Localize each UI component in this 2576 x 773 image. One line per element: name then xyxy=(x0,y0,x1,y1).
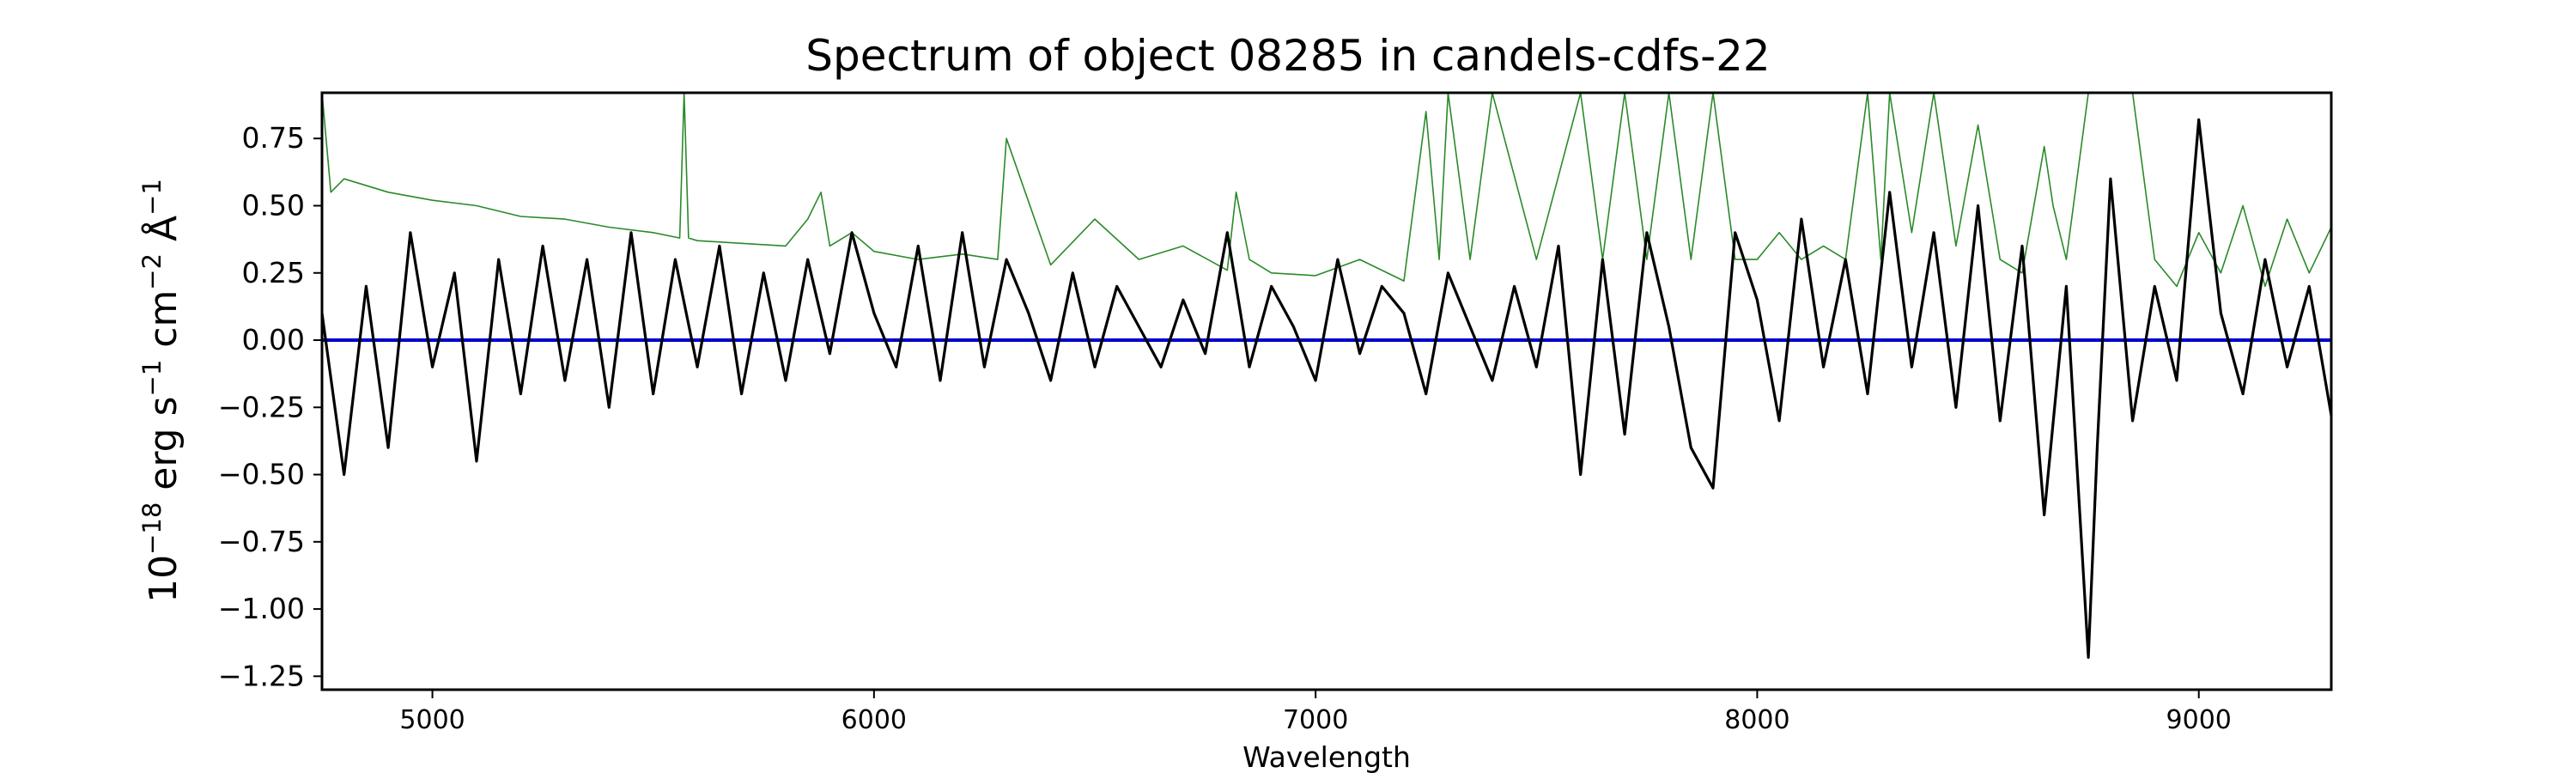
y-tick-label: −1.25 xyxy=(218,659,305,692)
y-tick-label: 0.50 xyxy=(242,188,305,222)
flux-series xyxy=(322,118,2331,660)
y-tick-label: 0.00 xyxy=(242,323,305,356)
x-tick-label: 5000 xyxy=(399,705,465,735)
y-tick-label: −0.25 xyxy=(218,390,305,423)
y-tick-label: −1.00 xyxy=(218,592,305,625)
error-line xyxy=(322,93,2331,288)
y-tick-label: 0.25 xyxy=(242,256,305,289)
x-tick-label: 9000 xyxy=(2166,705,2232,735)
y-tick-label: −0.75 xyxy=(218,525,305,558)
flux-line xyxy=(322,118,2331,660)
x-tick-label: 7000 xyxy=(1283,705,1348,735)
error-series xyxy=(322,93,2331,288)
y-tick-label: −0.50 xyxy=(218,458,305,491)
x-axis: 5000 6000 7000 8000 9000 xyxy=(399,690,2232,735)
y-axis-label: 10−18 erg s−1 cm−2 Å−1 xyxy=(137,179,185,603)
y-axis: 0.75 0.50 0.25 0.00 −0.25 −0.50 −0.75 −1.00 −1.2… xyxy=(218,121,322,692)
x-axis-label: Wavelength xyxy=(1242,740,1411,773)
y-tick-label: 0.75 xyxy=(242,121,305,155)
chart-title: Spectrum of object 08285 in candels-cdfs… xyxy=(805,31,1771,81)
x-tick-label: 8000 xyxy=(1724,705,1789,735)
plot-frame xyxy=(320,91,2333,691)
x-tick-label: 6000 xyxy=(841,705,907,735)
